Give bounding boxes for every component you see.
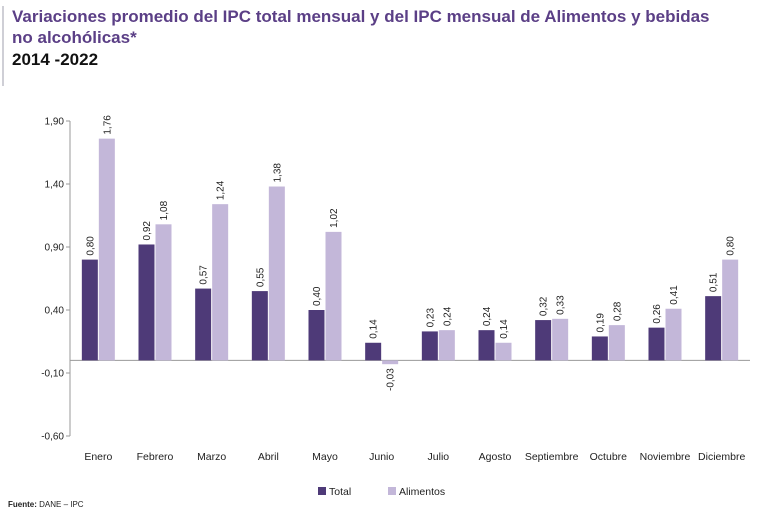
bar-alimentos bbox=[722, 259, 739, 361]
x-tick-label: Octubre bbox=[590, 451, 628, 463]
bar-alimentos bbox=[665, 308, 682, 361]
data-label-total: 0,40 bbox=[312, 286, 323, 306]
bar-alimentos bbox=[438, 330, 455, 361]
source-text: DANE – IPC bbox=[39, 500, 84, 509]
x-tick-label: Septiembre bbox=[525, 451, 579, 463]
data-label-total: 0,26 bbox=[652, 304, 663, 324]
bar-total bbox=[308, 310, 325, 361]
x-tick-label: Abril bbox=[258, 451, 279, 463]
bar-total bbox=[705, 296, 722, 361]
x-tick-label: Junio bbox=[369, 451, 394, 463]
x-tick-label: Febrero bbox=[137, 451, 174, 463]
bar-alimentos bbox=[155, 224, 172, 361]
data-label-alimentos: 0,80 bbox=[726, 236, 737, 256]
data-label-alimentos: 1,24 bbox=[216, 180, 227, 200]
data-label-alimentos: -0,03 bbox=[386, 368, 397, 391]
data-label-total: 0,14 bbox=[369, 319, 380, 339]
data-label-total: 0,51 bbox=[709, 272, 720, 292]
data-label-total: 0,55 bbox=[255, 267, 266, 287]
bar-total bbox=[365, 342, 382, 361]
bar-alimentos bbox=[212, 204, 229, 361]
x-tick-label: Diciembre bbox=[698, 451, 745, 463]
data-label-alimentos: 0,41 bbox=[669, 285, 680, 305]
bar-total bbox=[535, 320, 552, 361]
data-label-alimentos: 1,38 bbox=[272, 163, 283, 183]
bar-alimentos bbox=[98, 138, 115, 361]
y-tick-label: -0,10 bbox=[41, 369, 64, 380]
legend-swatch-total bbox=[318, 487, 326, 495]
x-tick-label: Enero bbox=[84, 451, 112, 463]
data-label-alimentos: 0,33 bbox=[556, 295, 567, 315]
x-tick-label: Agosto bbox=[479, 451, 512, 463]
data-label-alimentos: 0,14 bbox=[499, 319, 510, 339]
bar-total bbox=[81, 259, 98, 361]
bar-alimentos bbox=[268, 186, 285, 361]
data-label-total: 0,92 bbox=[142, 221, 153, 241]
bar-total bbox=[591, 336, 608, 361]
data-label-alimentos: 1,02 bbox=[329, 208, 340, 228]
data-label-total: 0,23 bbox=[425, 308, 436, 328]
legend-label-total: Total bbox=[329, 486, 351, 498]
data-label-total: 0,19 bbox=[595, 313, 606, 333]
y-tick-label: 0,40 bbox=[45, 306, 65, 317]
source-label: Fuente: bbox=[8, 500, 37, 509]
chart-title: Variaciones promedio del IPC total mensu… bbox=[12, 7, 710, 47]
data-label-total: 0,57 bbox=[199, 265, 210, 285]
data-label-alimentos: 1,76 bbox=[102, 115, 113, 135]
title-accent-line bbox=[2, 6, 4, 86]
x-tick-label: Marzo bbox=[197, 451, 226, 463]
bar-total bbox=[648, 327, 665, 361]
legend-swatch-alimentos bbox=[388, 487, 396, 495]
bar-alimentos bbox=[608, 325, 625, 361]
bar-total bbox=[195, 288, 212, 361]
data-label-alimentos: 0,24 bbox=[442, 306, 453, 326]
bar-alimentos bbox=[552, 318, 569, 361]
chart-subtitle: 2014 -2022 bbox=[12, 50, 99, 69]
y-tick-label: 0,90 bbox=[45, 243, 65, 254]
bar-total bbox=[251, 291, 268, 361]
x-tick-label: Julio bbox=[428, 451, 450, 463]
x-tick-label: Noviembre bbox=[640, 451, 691, 463]
data-label-total: 0,80 bbox=[85, 236, 96, 256]
bar-total bbox=[421, 331, 438, 361]
y-tick-label: 1,40 bbox=[45, 180, 65, 191]
bar-alimentos bbox=[382, 360, 399, 365]
y-tick-label: -0,60 bbox=[41, 432, 64, 443]
data-label-alimentos: 1,08 bbox=[159, 200, 170, 220]
x-tick-label: Mayo bbox=[312, 451, 338, 463]
bar-alimentos bbox=[325, 231, 342, 361]
data-label-total: 0,24 bbox=[482, 306, 493, 326]
data-label-total: 0,32 bbox=[539, 296, 550, 316]
bar-alimentos bbox=[495, 342, 512, 361]
source-note: Fuente: DANE – IPC bbox=[8, 500, 84, 509]
bar-total bbox=[138, 244, 155, 361]
y-tick-label: 1,90 bbox=[45, 117, 65, 128]
bar-total bbox=[478, 330, 495, 361]
data-label-alimentos: 0,28 bbox=[612, 301, 623, 321]
legend-label-alimentos: Alimentos bbox=[399, 486, 445, 498]
